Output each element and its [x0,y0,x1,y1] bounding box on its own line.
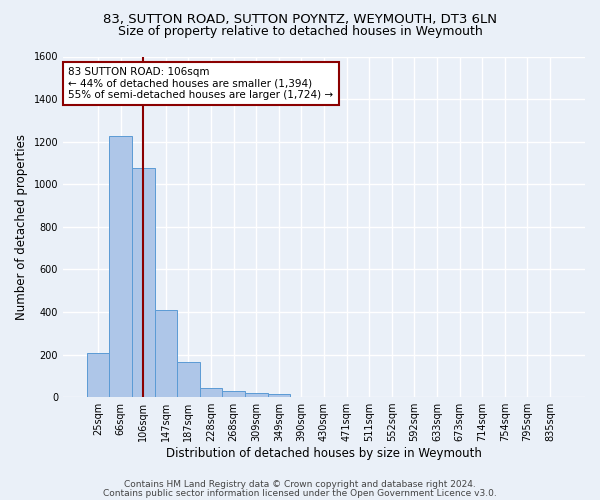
Text: Contains public sector information licensed under the Open Government Licence v3: Contains public sector information licen… [103,488,497,498]
Bar [245,394,268,397]
Bar [223,392,245,397]
Bar [109,136,132,397]
Bar [200,388,223,397]
Text: Size of property relative to detached houses in Weymouth: Size of property relative to detached ho… [118,25,482,38]
Bar [132,168,155,397]
X-axis label: Distribution of detached houses by size in Weymouth: Distribution of detached houses by size … [166,447,482,460]
Bar [155,310,177,397]
Bar [177,362,200,397]
Text: 83 SUTTON ROAD: 106sqm
← 44% of detached houses are smaller (1,394)
55% of semi-: 83 SUTTON ROAD: 106sqm ← 44% of detached… [68,66,334,100]
Y-axis label: Number of detached properties: Number of detached properties [15,134,28,320]
Bar [268,394,290,397]
Bar [87,354,109,397]
Text: Contains HM Land Registry data © Crown copyright and database right 2024.: Contains HM Land Registry data © Crown c… [124,480,476,489]
Text: 83, SUTTON ROAD, SUTTON POYNTZ, WEYMOUTH, DT3 6LN: 83, SUTTON ROAD, SUTTON POYNTZ, WEYMOUTH… [103,12,497,26]
